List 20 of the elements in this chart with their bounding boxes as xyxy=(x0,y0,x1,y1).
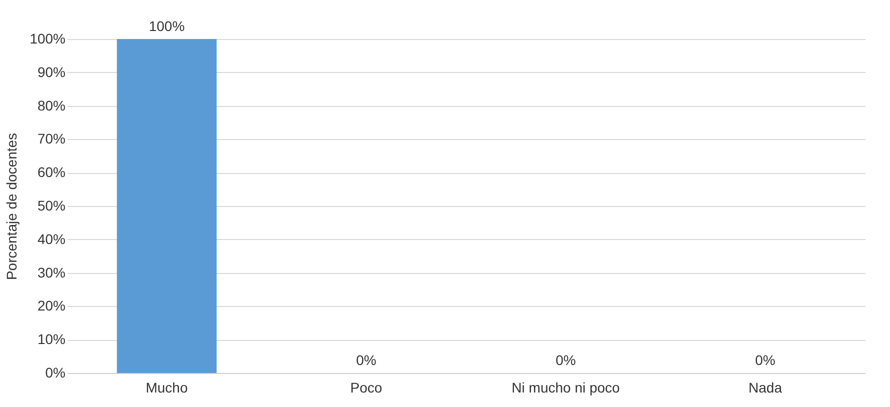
x-tick-label: Mucho xyxy=(146,380,188,396)
y-tick-label: 50% xyxy=(37,198,66,214)
y-tick-label: 70% xyxy=(37,130,66,147)
y-tick-label: 0% xyxy=(45,364,66,380)
data-label: 100% xyxy=(148,18,185,34)
y-axis-title: Porcentaje de docentes xyxy=(4,132,20,280)
x-tick-label: Ni mucho ni poco xyxy=(512,380,620,396)
y-tick-label: 20% xyxy=(37,298,66,314)
data-label: 0% xyxy=(755,352,776,368)
y-tick-label: 30% xyxy=(37,264,66,280)
y-tick-label: 60% xyxy=(37,164,66,180)
data-label: 0% xyxy=(556,352,576,368)
y-tick-label: 40% xyxy=(37,230,66,247)
y-tick-label: 80% xyxy=(37,97,66,114)
x-tick-label: Nada xyxy=(748,380,782,396)
y-tick-label: 100% xyxy=(30,30,66,46)
data-label: 0% xyxy=(356,352,376,368)
y-tick-label: 10% xyxy=(37,331,66,348)
x-tick-label: Poco xyxy=(350,380,382,396)
y-tick-label: 90% xyxy=(37,64,66,80)
